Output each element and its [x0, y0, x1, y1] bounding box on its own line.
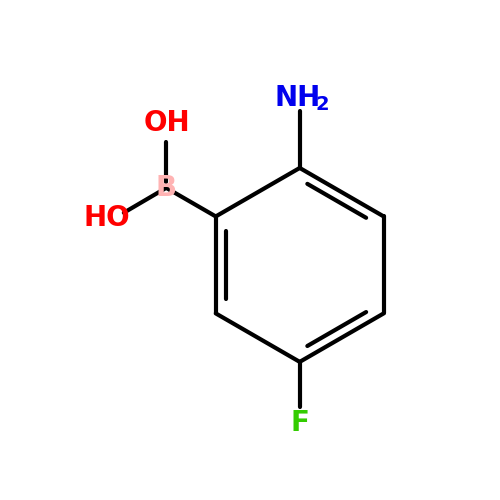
Text: 2: 2	[316, 95, 330, 114]
Text: HO: HO	[83, 204, 130, 232]
Text: B: B	[156, 174, 177, 202]
Text: NH: NH	[274, 84, 320, 112]
Text: F: F	[290, 408, 309, 436]
Text: OH: OH	[144, 109, 190, 137]
